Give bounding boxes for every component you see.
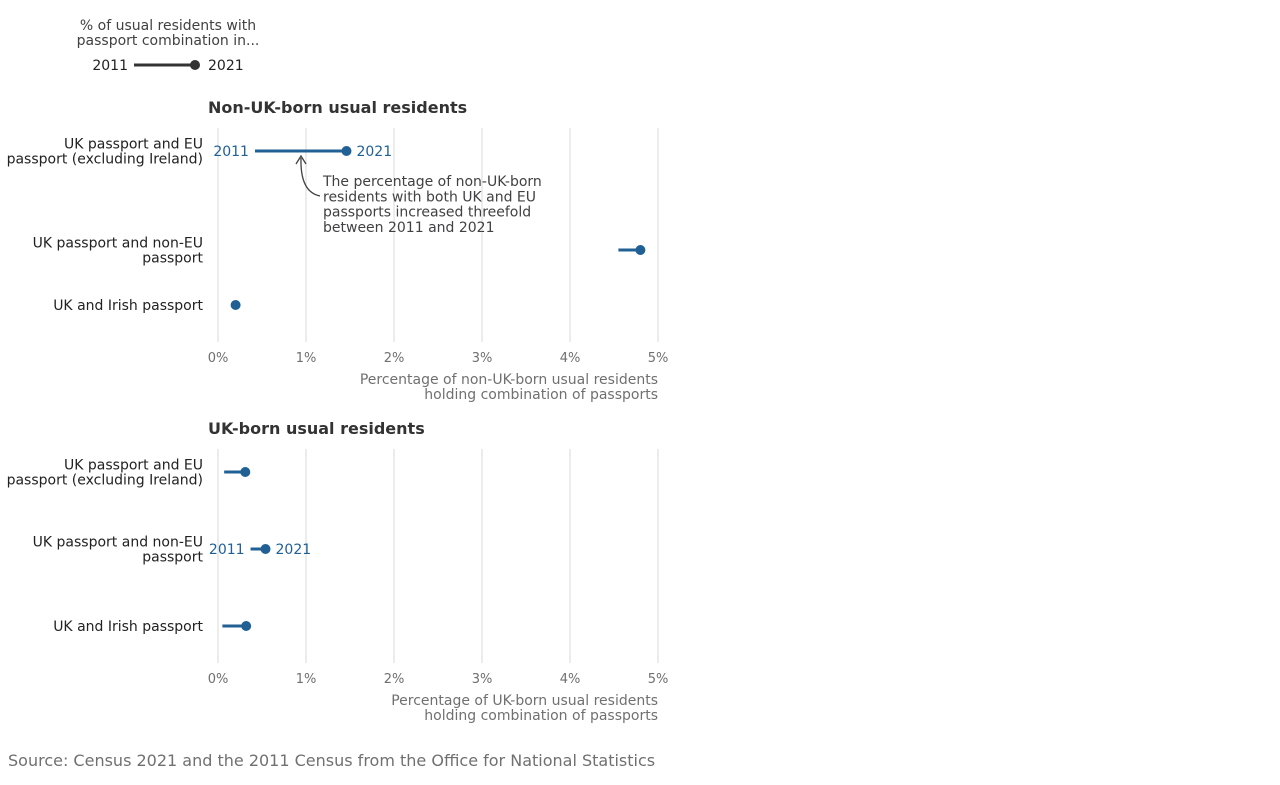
end-dot (635, 245, 646, 255)
x-tick-label: 2% (384, 351, 405, 366)
category-label: UK passport and EU passport (excluding Ir… (7, 137, 203, 168)
annotation-arrow (300, 157, 321, 197)
end-dot (241, 621, 252, 631)
annotation-text: The percentage of non-UK-born (322, 174, 542, 190)
x-axis-title: holding combination of passports (424, 708, 658, 724)
end-dot (240, 467, 251, 477)
annotation-arrowhead (295, 154, 307, 165)
x-axis-title: holding combination of passports (424, 387, 658, 403)
panel-title: UK-born usual residents (208, 419, 425, 438)
x-tick-label: 2% (384, 672, 405, 687)
legend-title: passport combination in... (77, 33, 260, 49)
x-axis-title: Percentage of non-UK-born usual resident… (360, 372, 658, 388)
category-label: UK and Irish passport (53, 619, 203, 635)
start-year-label: 2011 (213, 144, 249, 160)
category-label: UK passport and EU passport (excluding Ir… (7, 458, 203, 489)
legend-title: % of usual residents with (80, 18, 256, 34)
legend-end-label: 2021 (208, 58, 244, 74)
x-tick-label: 1% (296, 672, 317, 687)
panel-1: Non-UK-born usual residents 0% 1% 2% 3% 4% 5% P… (7, 98, 669, 403)
end-dot (341, 146, 352, 156)
x-tick-label: 3% (472, 351, 493, 366)
annotation-text: residents with both UK and EU (323, 189, 536, 205)
x-tick-label: 4% (560, 672, 581, 687)
panel-2: UK-born usual residents 0% 1% 2% 3% 4% 5% Perce… (7, 419, 669, 724)
x-tick-label: 1% (296, 351, 317, 366)
x-tick-label: 0% (208, 672, 229, 687)
category-label: UK passport and non-EU passport (33, 236, 204, 267)
x-axis-title: Percentage of UK-born usual residents (391, 693, 658, 709)
end-year-label: 2021 (356, 144, 392, 160)
annotation-text: passports increased threefold (323, 205, 531, 221)
x-tick-label: 4% (560, 351, 581, 366)
legend-start-label: 2011 (92, 58, 128, 74)
category-label: UK passport and non-EU passport (33, 535, 204, 566)
start-year-label: 2011 (209, 542, 245, 558)
x-tick-label: 0% (208, 351, 229, 366)
x-tick-label: 5% (648, 351, 669, 366)
x-tick-label: 3% (472, 672, 493, 687)
end-dot (260, 544, 271, 554)
end-dot (230, 300, 241, 310)
end-year-label: 2021 (276, 542, 312, 558)
annotation-text: between 2011 and 2021 (323, 220, 495, 236)
panel-title: Non-UK-born usual residents (208, 98, 467, 117)
legend-dot (190, 60, 200, 70)
source-note: Source: Census 2021 and the 2011 Census … (8, 751, 656, 770)
x-tick-label: 5% (648, 672, 669, 687)
category-label: UK and Irish passport (53, 298, 203, 314)
